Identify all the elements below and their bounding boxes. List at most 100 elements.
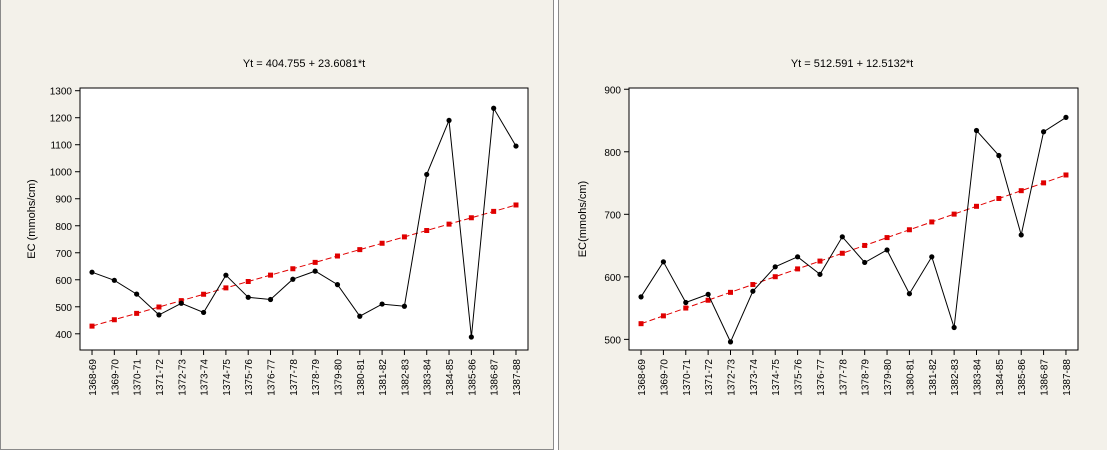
observed-data-point [357,313,363,319]
observed-data-point [884,247,890,253]
observed-data-point [312,268,318,274]
trend-data-point [705,297,711,303]
trend-series-line [91,204,517,327]
trend-data-point [929,219,935,225]
observed-data-point [727,339,734,345]
x-tick-label: 1386-87 [490,359,501,396]
x-tick-label: 1377-78 [289,359,300,396]
observed-data-point [1018,232,1024,238]
trend-data-point [268,272,274,278]
observed-data-point [1040,129,1047,135]
observed-data-point [223,272,229,278]
trend-data-point [683,305,689,311]
observed-data-point [89,269,95,275]
ec-trend-chart-left: Yt = 404.755 + 23.6081*t 400 500 600 700 800 9… [26,58,529,396]
y-tick-label: 1000 [50,168,73,179]
ec-trend-chart-right: Yt = 512.591 + 12.5132*t 500 600 700 800 900 1… [577,58,1079,396]
y-tick-label: 900 [55,195,72,206]
x-tick-label: 1374-75 [222,359,233,396]
observed-data-point [906,291,913,297]
observed-data-point [683,299,689,306]
x-tick-label: 1384-85 [445,359,456,396]
x-tick-label: 1379-80 [333,359,344,396]
x-tick-label: 1387-88 [1062,359,1073,396]
observed-data-point [156,312,162,318]
y-tick-label: 800 [55,222,72,233]
trend-data-point [1063,172,1069,178]
trend-data-point [638,321,644,327]
trend-data-point [839,250,845,256]
trend-data-point [750,282,756,288]
observed-data-point [290,276,296,282]
trend-data-point [1041,180,1047,186]
trend-data-point [884,235,890,241]
x-tick-label: 1387-88 [512,359,523,396]
x-tick-label: 1386-87 [1040,359,1051,396]
x-tick-label: 1370-71 [682,359,693,396]
observed-data-point [446,117,452,124]
x-tick-label: 1371-72 [704,359,715,396]
trend-data-point [862,242,868,248]
y-tick-label: 600 [604,273,621,284]
chart-title: Yt = 512.591 + 12.5132*t [791,58,913,70]
x-tick-label: 1375-76 [794,359,805,396]
y-tick-label: 1100 [50,141,72,152]
observed-data-point [794,254,801,260]
observed-data-point [513,143,519,149]
x-tick-label: 1369-70 [110,359,121,396]
x-tick-label: 1383-84 [972,359,983,396]
chart-title: Yt = 404.755 + 23.6081*t [243,58,365,70]
observed-data-point [996,152,1002,159]
observed-data-point [468,334,474,340]
observed-data-point [111,277,117,283]
observed-series-line [91,106,517,338]
trend-data-point [951,211,957,217]
y-axis-label: EC (mmohs/cm) [26,179,38,258]
y-tick-label: 500 [55,303,72,314]
observed-data-point [750,288,756,294]
observed-data-point [334,282,341,288]
chart-panel-right: Yt = 512.591 + 12.5132*t 500 600 700 800 900 1… [558,0,1107,450]
x-tick-label: 1385-86 [467,359,478,396]
trend-data-point [334,253,340,259]
x-tick-label: 1371-72 [155,359,166,396]
observed-data-point [379,301,385,307]
observed-data-point [772,264,778,270]
trend-data-point [973,203,979,209]
x-tick-label: 1385-86 [1017,359,1028,396]
x-tick-label: 1376-77 [816,359,827,396]
y-tick-label: 500 [604,335,621,346]
x-tick-label: 1382-83 [400,359,411,396]
y-tick-label: 700 [55,249,72,260]
trend-data-point [223,285,229,291]
y-tick-label: 700 [604,210,621,221]
trend-data-point [156,304,162,310]
x-tick-label: 1381-82 [928,359,939,396]
trend-data-point [312,259,318,265]
x-tick-label: 1381-82 [378,359,389,396]
trend-data-point [178,298,184,304]
plot-area [79,87,529,351]
trend-data-point [201,291,207,297]
y-tick-label: 1200 [50,114,73,125]
trend-data-point [89,323,95,329]
observed-data-point [1063,114,1069,120]
x-tick-label: 1372-73 [177,359,188,396]
x-tick-label: 1384-85 [995,359,1006,396]
observed-data-point [839,234,845,240]
trend-data-point [424,228,430,234]
observed-data-point [491,105,497,111]
observed-data-point [705,291,711,297]
x-tick-label: 1380-81 [356,359,367,396]
trend-data-point [728,289,734,295]
observed-series-line [640,116,1067,344]
observed-data-point [929,254,935,260]
trend-data-point [817,258,823,264]
y-tick-label: 1300 [50,87,73,98]
x-tick-label: 1369-70 [659,359,670,396]
observed-data-point [267,296,274,303]
x-tick-label: 1378-79 [311,359,322,396]
observed-data-point [245,294,251,300]
x-tick-label: 1383-84 [423,359,434,396]
trend-data-point [111,317,117,323]
